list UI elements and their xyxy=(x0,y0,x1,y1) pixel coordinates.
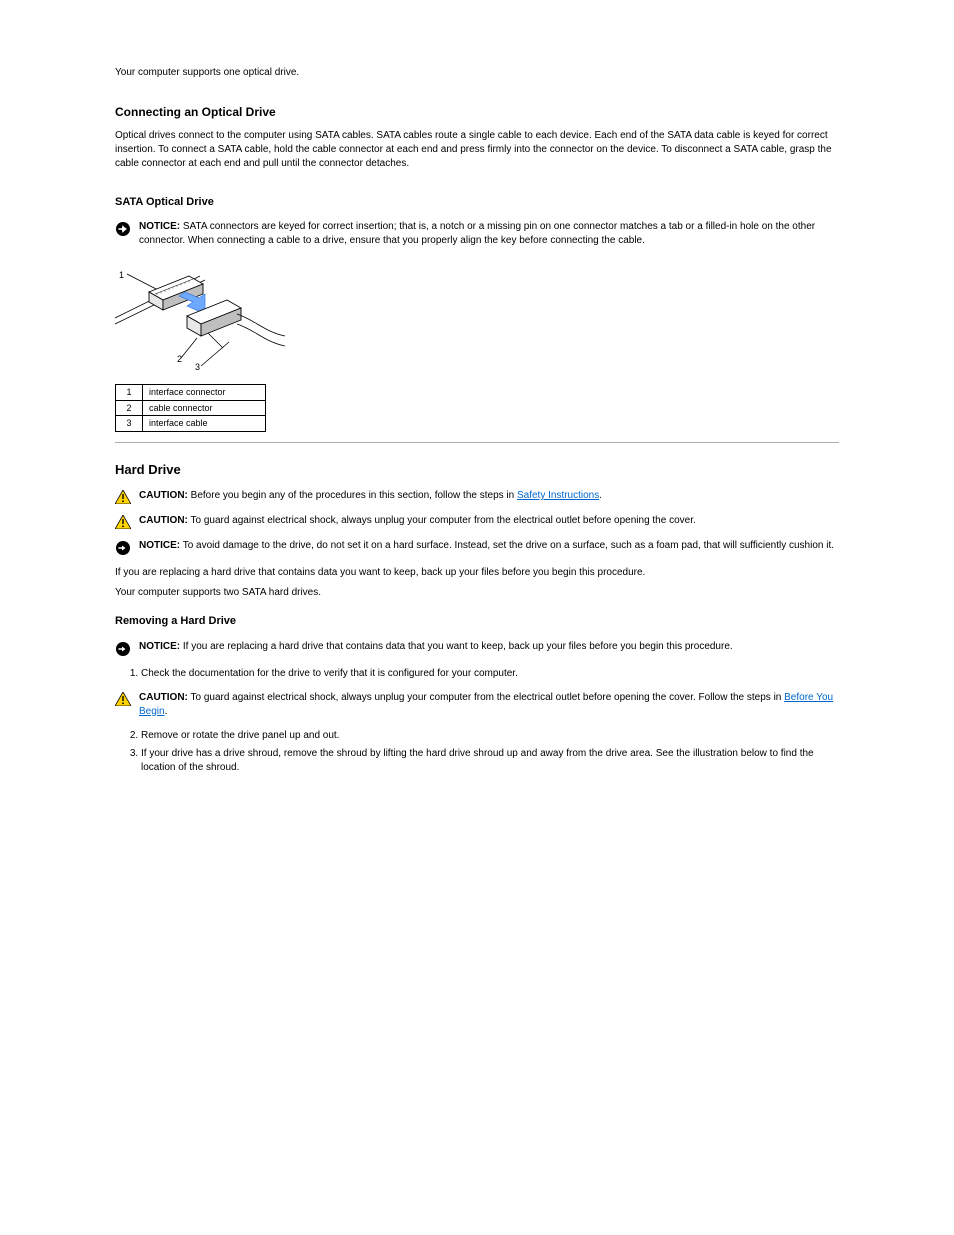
notice-body: To avoid damage to the drive, do not set… xyxy=(180,540,834,551)
section-title-connecting-optical-drive: Connecting an Optical Drive xyxy=(115,104,839,121)
figure-label-3: 3 xyxy=(195,362,200,372)
figure-label-2: 2 xyxy=(177,354,182,364)
table-cell-num: 2 xyxy=(116,400,143,416)
step-1: Check the documentation for the drive to… xyxy=(141,667,839,681)
caution-text: CAUTION: To guard against electrical sho… xyxy=(139,691,839,719)
table-cell-label: cable connector xyxy=(143,400,266,416)
intro-paragraph: Your computer supports one optical drive… xyxy=(115,66,839,80)
caution-icon xyxy=(115,490,131,504)
caution-icon xyxy=(115,515,131,529)
caution-body-before: Before you begin any of the procedures i… xyxy=(188,490,517,501)
table-row: 2cable connector xyxy=(116,400,266,416)
subsection-title-sata-optical-drive: SATA Optical Drive xyxy=(115,195,839,210)
link-safety-instructions[interactable]: Safety Instructions xyxy=(517,490,599,501)
notice-icon xyxy=(115,641,131,657)
notice-icon xyxy=(115,221,131,237)
caution-icon xyxy=(115,692,131,706)
caution-text: CAUTION: To guard against electrical sho… xyxy=(139,514,839,528)
section2-paragraph-2: Your computer supports two SATA hard dri… xyxy=(115,586,839,600)
figure-sata-connector: 1 2 3 xyxy=(115,258,839,378)
table-cell-num: 3 xyxy=(116,416,143,432)
notice-backup-files: NOTICE: If you are replacing a hard driv… xyxy=(115,640,839,657)
figure-label-1: 1 xyxy=(119,270,124,280)
notice-text: NOTICE: If you are replacing a hard driv… xyxy=(139,640,839,654)
notice-text: NOTICE: To avoid damage to the drive, do… xyxy=(139,539,839,553)
notice-body: If you are replacing a hard drive that c… xyxy=(180,641,733,652)
caution-body-after: . xyxy=(165,706,168,717)
parts-legend-table: 1interface connector2cable connector3int… xyxy=(115,384,266,432)
notice-icon xyxy=(115,540,131,556)
caution-label: CAUTION: xyxy=(139,515,188,526)
caution-text: CAUTION: Before you begin any of the pro… xyxy=(139,489,839,503)
caution-unplug-before-open: CAUTION: To guard against electrical sho… xyxy=(115,691,839,719)
table-cell-label: interface connector xyxy=(143,385,266,401)
caution-body: To guard against electrical shock, alway… xyxy=(188,515,696,526)
caution-before-begin: CAUTION: Before you begin any of the pro… xyxy=(115,489,839,504)
section-divider xyxy=(115,442,839,443)
step-2: Remove or rotate the drive panel up and … xyxy=(141,729,839,743)
table-row: 3interface cable xyxy=(116,416,266,432)
notice-connector-keyed: NOTICE: SATA connectors are keyed for co… xyxy=(115,220,839,248)
notice-label: NOTICE: xyxy=(139,221,180,232)
section2-paragraph-1: If you are replacing a hard drive that c… xyxy=(115,566,839,580)
caution-electrical-shock: CAUTION: To guard against electrical sho… xyxy=(115,514,839,529)
caution-label: CAUTION: xyxy=(139,490,188,501)
table-cell-label: interface cable xyxy=(143,416,266,432)
section-title-hard-drive: Hard Drive xyxy=(115,461,839,479)
step-3: If your drive has a drive shroud, remove… xyxy=(141,747,839,775)
notice-label: NOTICE: xyxy=(139,540,180,551)
notice-text: NOTICE: SATA connectors are keyed for co… xyxy=(139,220,839,248)
section-title-removing-hard-drive: Removing a Hard Drive xyxy=(115,614,839,629)
caution-body-after: . xyxy=(599,490,602,501)
table-cell-num: 1 xyxy=(116,385,143,401)
section1-paragraph: Optical drives connect to the computer u… xyxy=(115,129,839,171)
notice-body: SATA connectors are keyed for correct in… xyxy=(139,221,815,246)
notice-drive-surface: NOTICE: To avoid damage to the drive, do… xyxy=(115,539,839,556)
steps-list: Check the documentation for the drive to… xyxy=(115,667,839,681)
table-row: 1interface connector xyxy=(116,385,266,401)
notice-label: NOTICE: xyxy=(139,641,180,652)
caution-label: CAUTION: xyxy=(139,692,188,703)
caution-body-before: To guard against electrical shock, alway… xyxy=(188,692,784,703)
steps-list-continued: Remove or rotate the drive panel up and … xyxy=(115,729,839,775)
